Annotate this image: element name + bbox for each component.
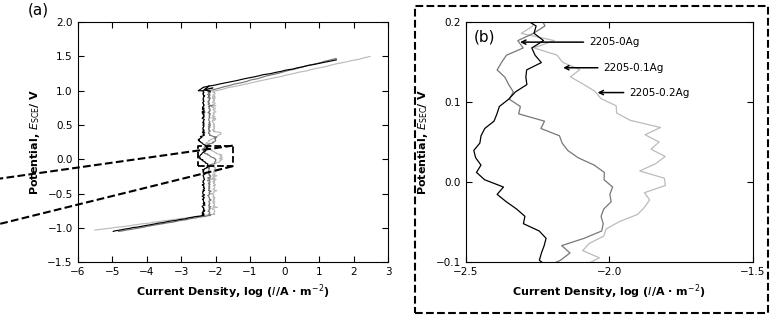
Text: 2205-0Ag: 2205-0Ag: [521, 37, 639, 47]
Text: (a): (a): [28, 2, 49, 17]
X-axis label: Current Density, log ($I$/A · m$^{-2}$): Current Density, log ($I$/A · m$^{-2}$): [136, 283, 330, 301]
Text: 2205-0.1Ag: 2205-0.1Ag: [565, 63, 663, 73]
Text: 2205-0.2Ag: 2205-0.2Ag: [599, 88, 690, 98]
Text: (b): (b): [474, 29, 496, 44]
X-axis label: Current Density, log ($I$/A · m$^{-2}$): Current Density, log ($I$/A · m$^{-2}$): [512, 283, 706, 301]
Y-axis label: Potential, $E_{\rm SEC}$/ V: Potential, $E_{\rm SEC}$/ V: [416, 89, 430, 195]
Y-axis label: Potential, $E_{\rm SCE}$/ V: Potential, $E_{\rm SCE}$/ V: [28, 89, 42, 195]
